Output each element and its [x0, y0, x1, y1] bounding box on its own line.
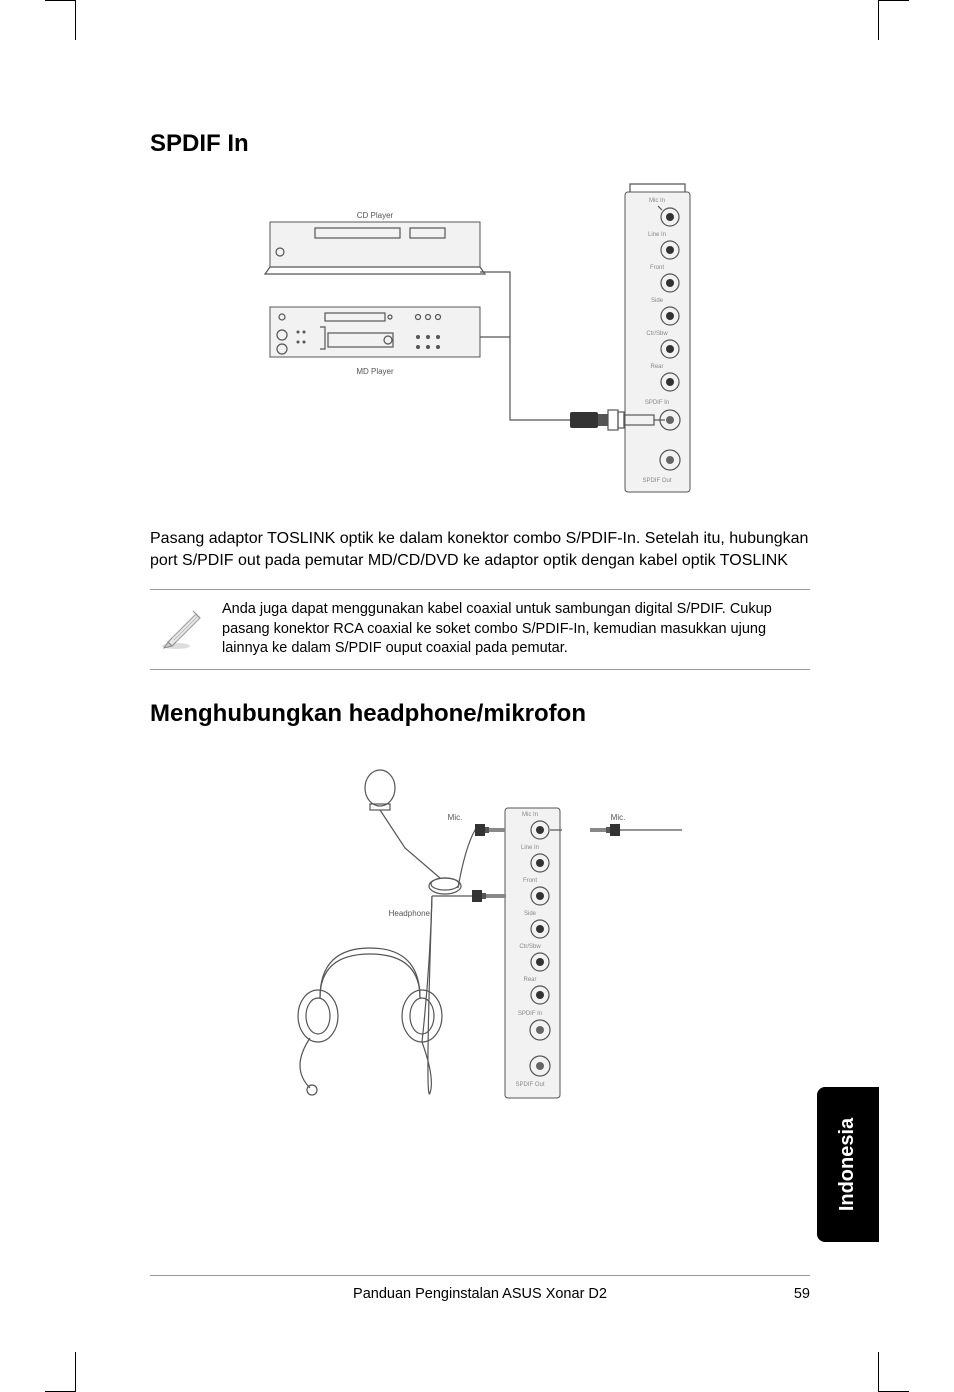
svg-text:Side: Side	[651, 298, 664, 304]
svg-text:Ctr/Sbw: Ctr/Sbw	[646, 331, 668, 337]
svg-text:Front: Front	[523, 878, 537, 884]
note-text: Anda juga dapat menggunakan kabel coaxia…	[222, 600, 810, 659]
svg-text:Rear: Rear	[523, 977, 536, 983]
svg-text:Side: Side	[524, 911, 537, 917]
pencil-note-icon	[158, 604, 206, 652]
svg-text:Mic.: Mic.	[611, 813, 626, 822]
svg-text:Mic In: Mic In	[522, 812, 538, 818]
diagram-headphone-mic: Mic In Line In Front Side Ctr/Sbw Rear S…	[250, 768, 710, 1128]
note-box: Anda juga dapat menggunakan kabel coaxia…	[150, 589, 810, 670]
footer-title: Panduan Penginstalan ASUS Xonar D2	[353, 1286, 607, 1302]
svg-text:Line In: Line In	[648, 232, 666, 238]
body-spdif-paragraph: Pasang adaptor TOSLINK optik ke dalam ko…	[150, 528, 810, 571]
svg-text:Front: Front	[650, 265, 664, 271]
svg-text:MD Player: MD Player	[356, 367, 394, 376]
language-side-tab: Indonesia	[817, 1087, 879, 1242]
page-footer: Panduan Penginstalan ASUS Xonar D2 59	[150, 1275, 810, 1302]
page-content: SPDIF In Mic In Line In Front Side Ctr/S…	[150, 130, 810, 1128]
svg-text:Mic In: Mic In	[649, 198, 665, 204]
heading-spdif-in: SPDIF In	[150, 130, 810, 158]
svg-text:SPDIF In: SPDIF In	[518, 1011, 542, 1017]
svg-text:SPDIF Out: SPDIF Out	[642, 478, 671, 484]
heading-headphone-mic: Menghubungkan headphone/mikrofon	[150, 700, 810, 728]
svg-text:Rear: Rear	[650, 364, 663, 370]
footer-page-number: 59	[794, 1286, 810, 1302]
svg-text:Headphone: Headphone	[389, 909, 431, 918]
svg-text:Mic.: Mic.	[448, 813, 463, 822]
svg-text:Line In: Line In	[521, 845, 539, 851]
svg-text:SPDIF Out: SPDIF Out	[515, 1082, 544, 1088]
svg-text:Ctr/Sbw: Ctr/Sbw	[519, 944, 541, 950]
diagram-spdif-in: Mic In Line In Front Side Ctr/Sbw Rear S…	[230, 182, 730, 512]
svg-text:CD Player: CD Player	[357, 211, 394, 220]
language-label: Indonesia	[837, 1118, 860, 1211]
svg-text:SPDIF In: SPDIF In	[645, 400, 669, 406]
